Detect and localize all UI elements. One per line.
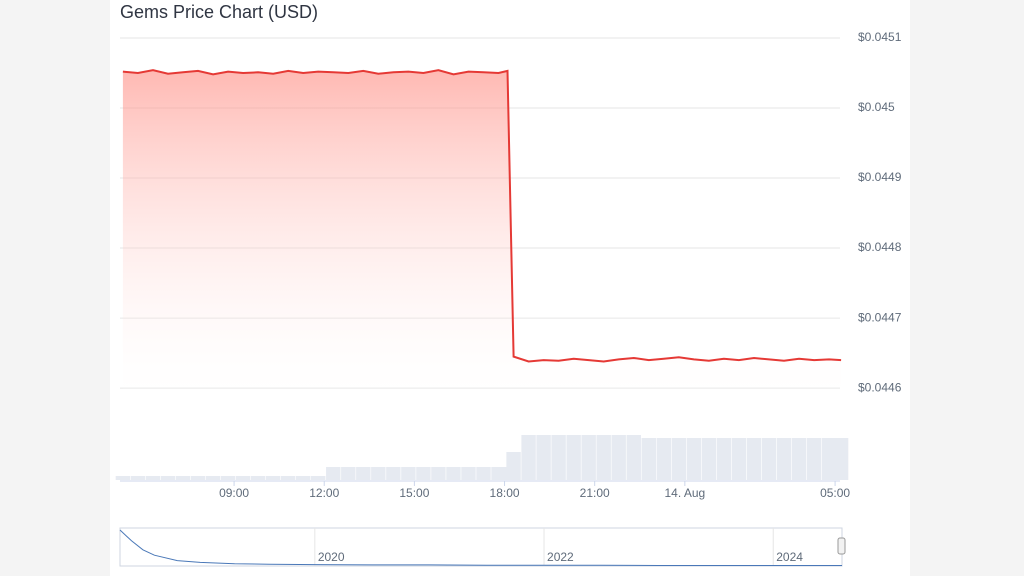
price-line [122,69,842,363]
volume-bar [250,476,266,480]
y-tick-label: $0.0449 [858,170,902,184]
y-tick-label: $0.045 [858,100,895,114]
volume-bar [731,438,747,480]
volume-bar [341,467,356,480]
x-tick-label: 09:00 [219,486,249,500]
volume-bar [791,438,807,480]
volume-bar [115,476,131,480]
y-tick-label: $0.0447 [858,310,902,324]
volume-bar [130,476,146,480]
volume-bar [566,435,581,480]
x-tick-label: 15:00 [399,486,429,500]
x-tick-label: 12:00 [309,486,339,500]
volume-bar [776,438,792,480]
navigator-handle[interactable] [837,537,846,555]
navigator-tick-label: 2022 [547,550,574,564]
volume-bar [235,476,251,480]
navigator-tick-label: 2024 [776,550,803,564]
volume-bar [175,476,191,480]
volume-bar [716,438,732,480]
y-tick-label: $0.0451 [858,30,902,44]
volume-bar [761,438,777,480]
volume-bar [431,467,446,480]
volume-bar [656,438,672,480]
volume-bar [386,467,401,480]
volume-bar [536,435,551,480]
x-tick-label: 21:00 [580,486,610,500]
volume-bar [296,476,311,480]
volume-bar [145,476,161,480]
x-tick-label: 18:00 [490,486,520,500]
volume-bar [311,476,326,480]
volume-bar [265,476,281,480]
volume-bar [671,438,687,480]
volume-bar [821,438,837,480]
volume-bar [205,476,221,480]
volume-bar [446,467,461,480]
volume-bar [416,467,431,480]
volume-bar [806,438,822,480]
volume-bar [401,467,416,480]
volume-bar [461,467,476,480]
volume-bar [686,438,702,480]
y-tick-label: $0.0448 [858,240,902,254]
y-tick-label: $0.0446 [858,380,902,394]
volume-bar [641,438,656,480]
x-tick-label: 05:00 [820,486,850,500]
volume-bar [160,476,176,480]
x-tick-label: 14. Aug [664,486,705,500]
navigator-line [119,529,842,566]
volume-bar [746,438,762,480]
navigator-tick-label: 2020 [318,550,345,564]
volume-bar [280,476,296,480]
volume-bar [476,467,491,480]
volume-bar [581,435,596,480]
area-fill [122,70,842,393]
volume-bar [326,467,341,480]
volume-bar [371,467,386,480]
volume-bar [701,438,717,480]
volume-bar [611,435,626,480]
volume-bar [506,452,521,480]
volume-bar [521,435,536,480]
volume-bar [626,435,641,480]
volume-bar [190,476,206,480]
volume-bar [551,435,566,480]
volume-bar [356,467,371,480]
volume-bar [833,438,849,480]
volume-bar [220,476,236,480]
chart-title: Gems Price Chart (USD) [120,2,318,22]
volume-bar [596,435,611,480]
